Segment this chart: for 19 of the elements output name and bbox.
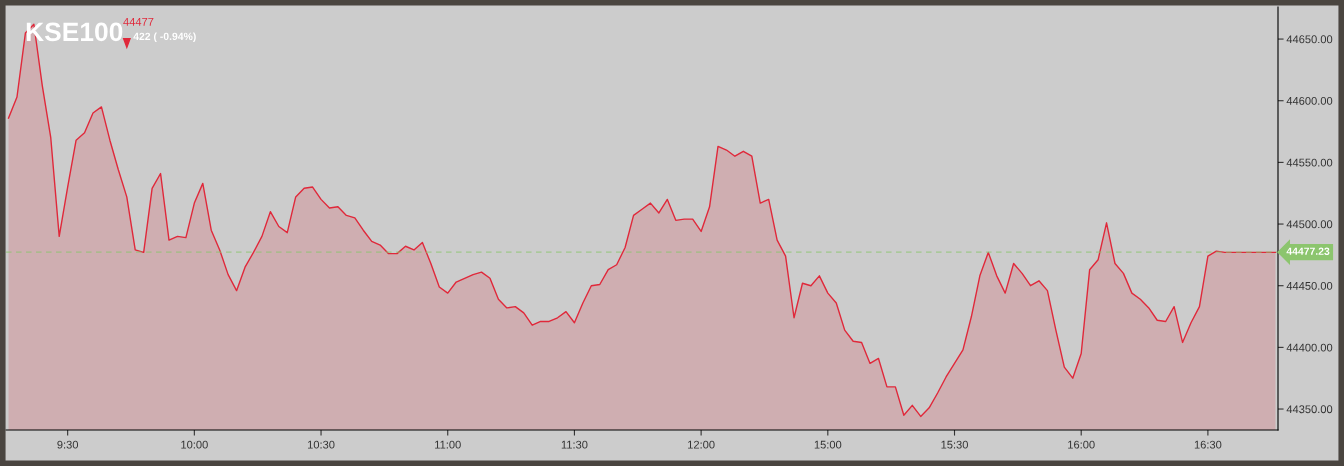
y-tick-label: 44500.00 (1286, 220, 1333, 229)
x-tick-label: 15:30 (941, 440, 968, 449)
text: 44477 (123, 17, 154, 26)
y-tick-label: 44600.00 (1286, 96, 1333, 105)
ref-line-label: 44477.23 (1286, 247, 1330, 255)
y-tick-label: 44650.00 (1286, 35, 1333, 44)
x-tick-label: 9:30 (57, 440, 79, 449)
x-tick-label: 10:30 (307, 440, 335, 449)
y-tick-label: 44550.00 (1286, 158, 1333, 167)
x-tick-label: 11:00 (435, 440, 461, 449)
x-tick-label: 12:00 (688, 440, 715, 449)
x-tick-label: 11:30 (561, 440, 588, 449)
x-tick-label: 16:30 (1194, 440, 1222, 449)
y-tick-label: 44350.00 (1286, 405, 1333, 414)
y-tick-label: 44400.00 (1286, 343, 1333, 352)
x-tick-label: 16:00 (1068, 440, 1095, 449)
y-tick-label: 44450.00 (1286, 281, 1333, 290)
x-tick-label: 10:00 (181, 440, 208, 449)
x-tick-label: 15:00 (814, 440, 842, 449)
